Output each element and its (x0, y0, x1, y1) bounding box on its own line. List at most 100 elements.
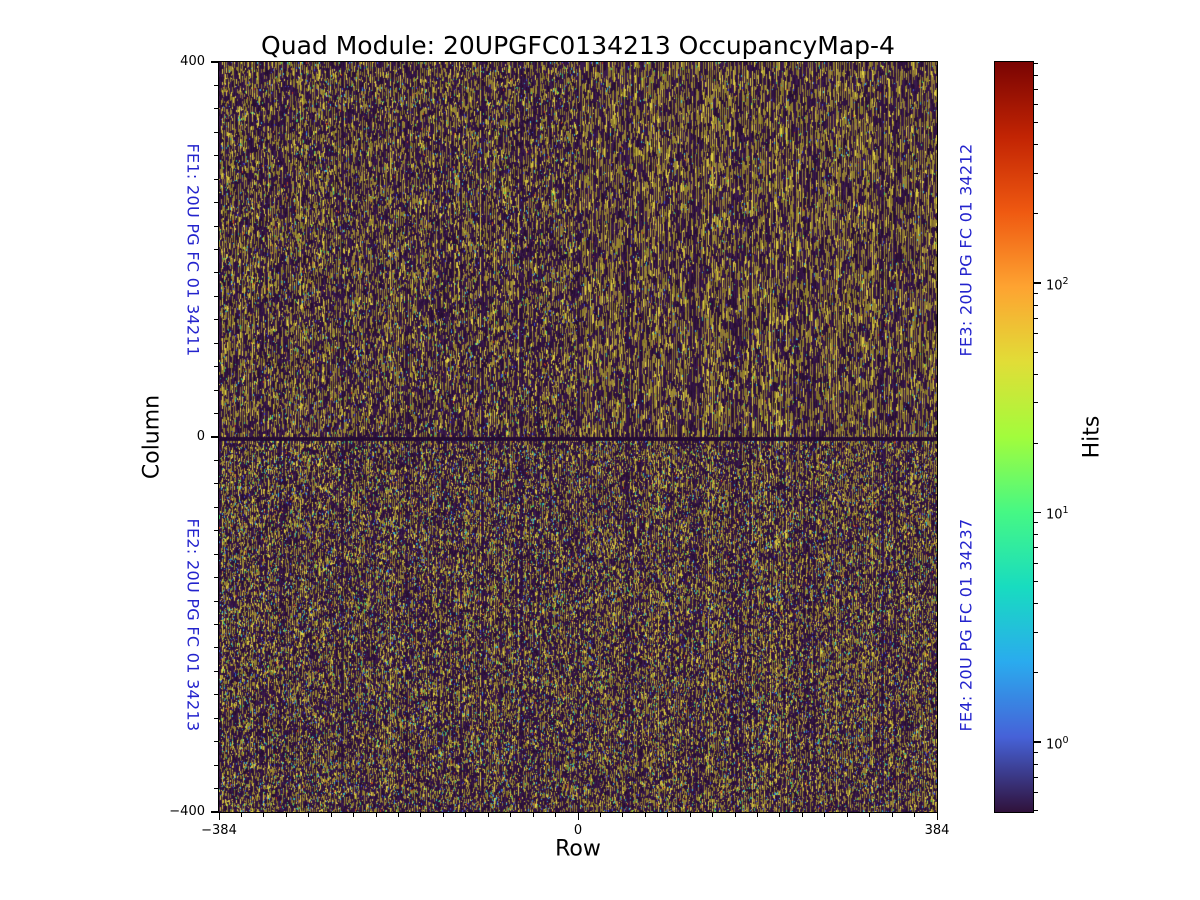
colorbar-tick-label: 102 (1046, 275, 1069, 294)
colorbar-minor-tick (1034, 402, 1038, 404)
fe2-chip-label: FE2: 20U PG FC 01 34213 (183, 518, 203, 732)
y-minor-tick (214, 764, 218, 766)
heatmap-plot-area (218, 61, 938, 813)
x-minor-tick (846, 813, 848, 817)
colorbar-minor-tick (1034, 603, 1038, 605)
y-minor-tick (214, 342, 218, 344)
y-tick-label: −400 (169, 804, 205, 819)
x-minor-tick (510, 813, 512, 817)
colorbar-minor-tick (1034, 144, 1038, 146)
y-minor-tick (214, 694, 218, 696)
occupancy-heatmap-canvas (219, 62, 937, 812)
x-minor-tick (240, 813, 242, 817)
x-tick-label: −384 (201, 823, 237, 838)
colorbar-minor-tick (1034, 103, 1038, 105)
colorbar-minor-tick (1034, 751, 1038, 753)
x-minor-tick (420, 813, 422, 817)
y-minor-tick (214, 600, 218, 602)
x-minor-tick (891, 813, 893, 817)
x-minor-tick (622, 813, 624, 817)
colorbar-minor-tick (1034, 776, 1038, 778)
y-minor-tick (214, 413, 218, 415)
y-minor-tick (214, 459, 218, 461)
x-minor-tick (285, 813, 287, 817)
x-minor-tick (734, 813, 736, 817)
y-minor-tick (214, 319, 218, 321)
y-major-tick (211, 811, 218, 813)
colorbar-minor-tick (1034, 292, 1038, 294)
x-minor-tick (644, 813, 646, 817)
y-minor-tick (214, 108, 218, 110)
x-minor-tick (487, 813, 489, 817)
y-minor-tick (214, 225, 218, 227)
colorbar-minor-tick (1034, 304, 1038, 306)
y-minor-tick (214, 249, 218, 250)
x-minor-tick (308, 813, 310, 817)
x-minor-tick (599, 813, 601, 817)
colorbar-minor-tick (1034, 763, 1038, 765)
colorbar-minor-tick (1034, 373, 1038, 375)
x-minor-tick (869, 813, 871, 817)
y-minor-tick (214, 295, 218, 297)
colorbar-minor-tick (1034, 562, 1038, 564)
x-minor-tick (375, 813, 377, 817)
colorbar-minor-tick (1034, 672, 1038, 674)
x-minor-tick (442, 813, 444, 817)
colorbar-minor-tick (1034, 172, 1038, 174)
x-minor-tick (914, 813, 916, 817)
y-minor-tick (214, 506, 218, 508)
x-minor-tick (555, 813, 557, 817)
y-minor-tick (214, 530, 218, 532)
fe3-chip-label: FE4: 20U PG FC 01 34237 (956, 518, 976, 732)
y-minor-tick (214, 178, 218, 180)
y-minor-tick (214, 741, 218, 743)
colorbar-gradient (995, 62, 1033, 812)
colorbar-minor-tick (1034, 534, 1038, 536)
colorbar-major-tick (1034, 282, 1041, 284)
x-major-tick (577, 813, 579, 820)
x-minor-tick (757, 813, 758, 817)
y-minor-tick (214, 389, 218, 391)
x-minor-tick (353, 813, 355, 817)
x-minor-tick (712, 813, 714, 817)
colorbar-minor-tick (1034, 810, 1038, 812)
colorbar-minor-tick (1034, 122, 1038, 124)
colorbar-minor-tick (1034, 581, 1038, 583)
y-minor-tick (214, 624, 218, 625)
y-major-tick (211, 61, 218, 63)
colorbar-tick-label: 100 (1046, 734, 1069, 753)
colorbar-minor-tick (1034, 442, 1038, 444)
y-minor-tick (214, 366, 218, 368)
colorbar-major-tick (1034, 511, 1041, 514)
fe1-chip-label: FE1: 20U PG FC 01 34211 (183, 143, 203, 357)
colorbar-minor-tick (1034, 792, 1038, 794)
colorbar-minor-tick (1034, 88, 1038, 90)
colorbar-minor-tick (1034, 318, 1038, 319)
x-tick-label: 0 (573, 823, 583, 838)
colorbar-minor-tick (1034, 63, 1038, 65)
colorbar-minor-tick (1034, 351, 1038, 353)
y-minor-tick (214, 155, 218, 157)
colorbar-minor-tick (1034, 631, 1038, 633)
x-minor-tick (801, 813, 803, 817)
y-minor-tick (214, 483, 218, 485)
colorbar-minor-tick (1034, 333, 1038, 335)
y-minor-tick (214, 577, 218, 579)
x-minor-tick (532, 813, 534, 817)
x-minor-tick (263, 813, 265, 817)
x-minor-tick (465, 813, 467, 817)
y-minor-tick (214, 717, 218, 719)
colorbar-minor-tick (1034, 213, 1038, 215)
x-tick-label: 384 (924, 823, 950, 838)
x-minor-tick (330, 813, 332, 817)
x-major-tick (218, 813, 220, 820)
y-minor-tick (214, 553, 218, 555)
y-tick-label: 400 (180, 54, 205, 69)
colorbar-tick-label: 101 (1046, 505, 1069, 523)
chart-title: Quad Module: 20UPGFC0134213 OccupancyMap… (261, 31, 895, 60)
x-major-tick (936, 813, 938, 820)
fe4-chip-label: FE3: 20U PG FC 01 34212 (956, 143, 976, 357)
x-axis-label: Row (555, 836, 601, 862)
colorbar-major-tick (1034, 741, 1041, 743)
x-minor-tick (667, 813, 669, 817)
